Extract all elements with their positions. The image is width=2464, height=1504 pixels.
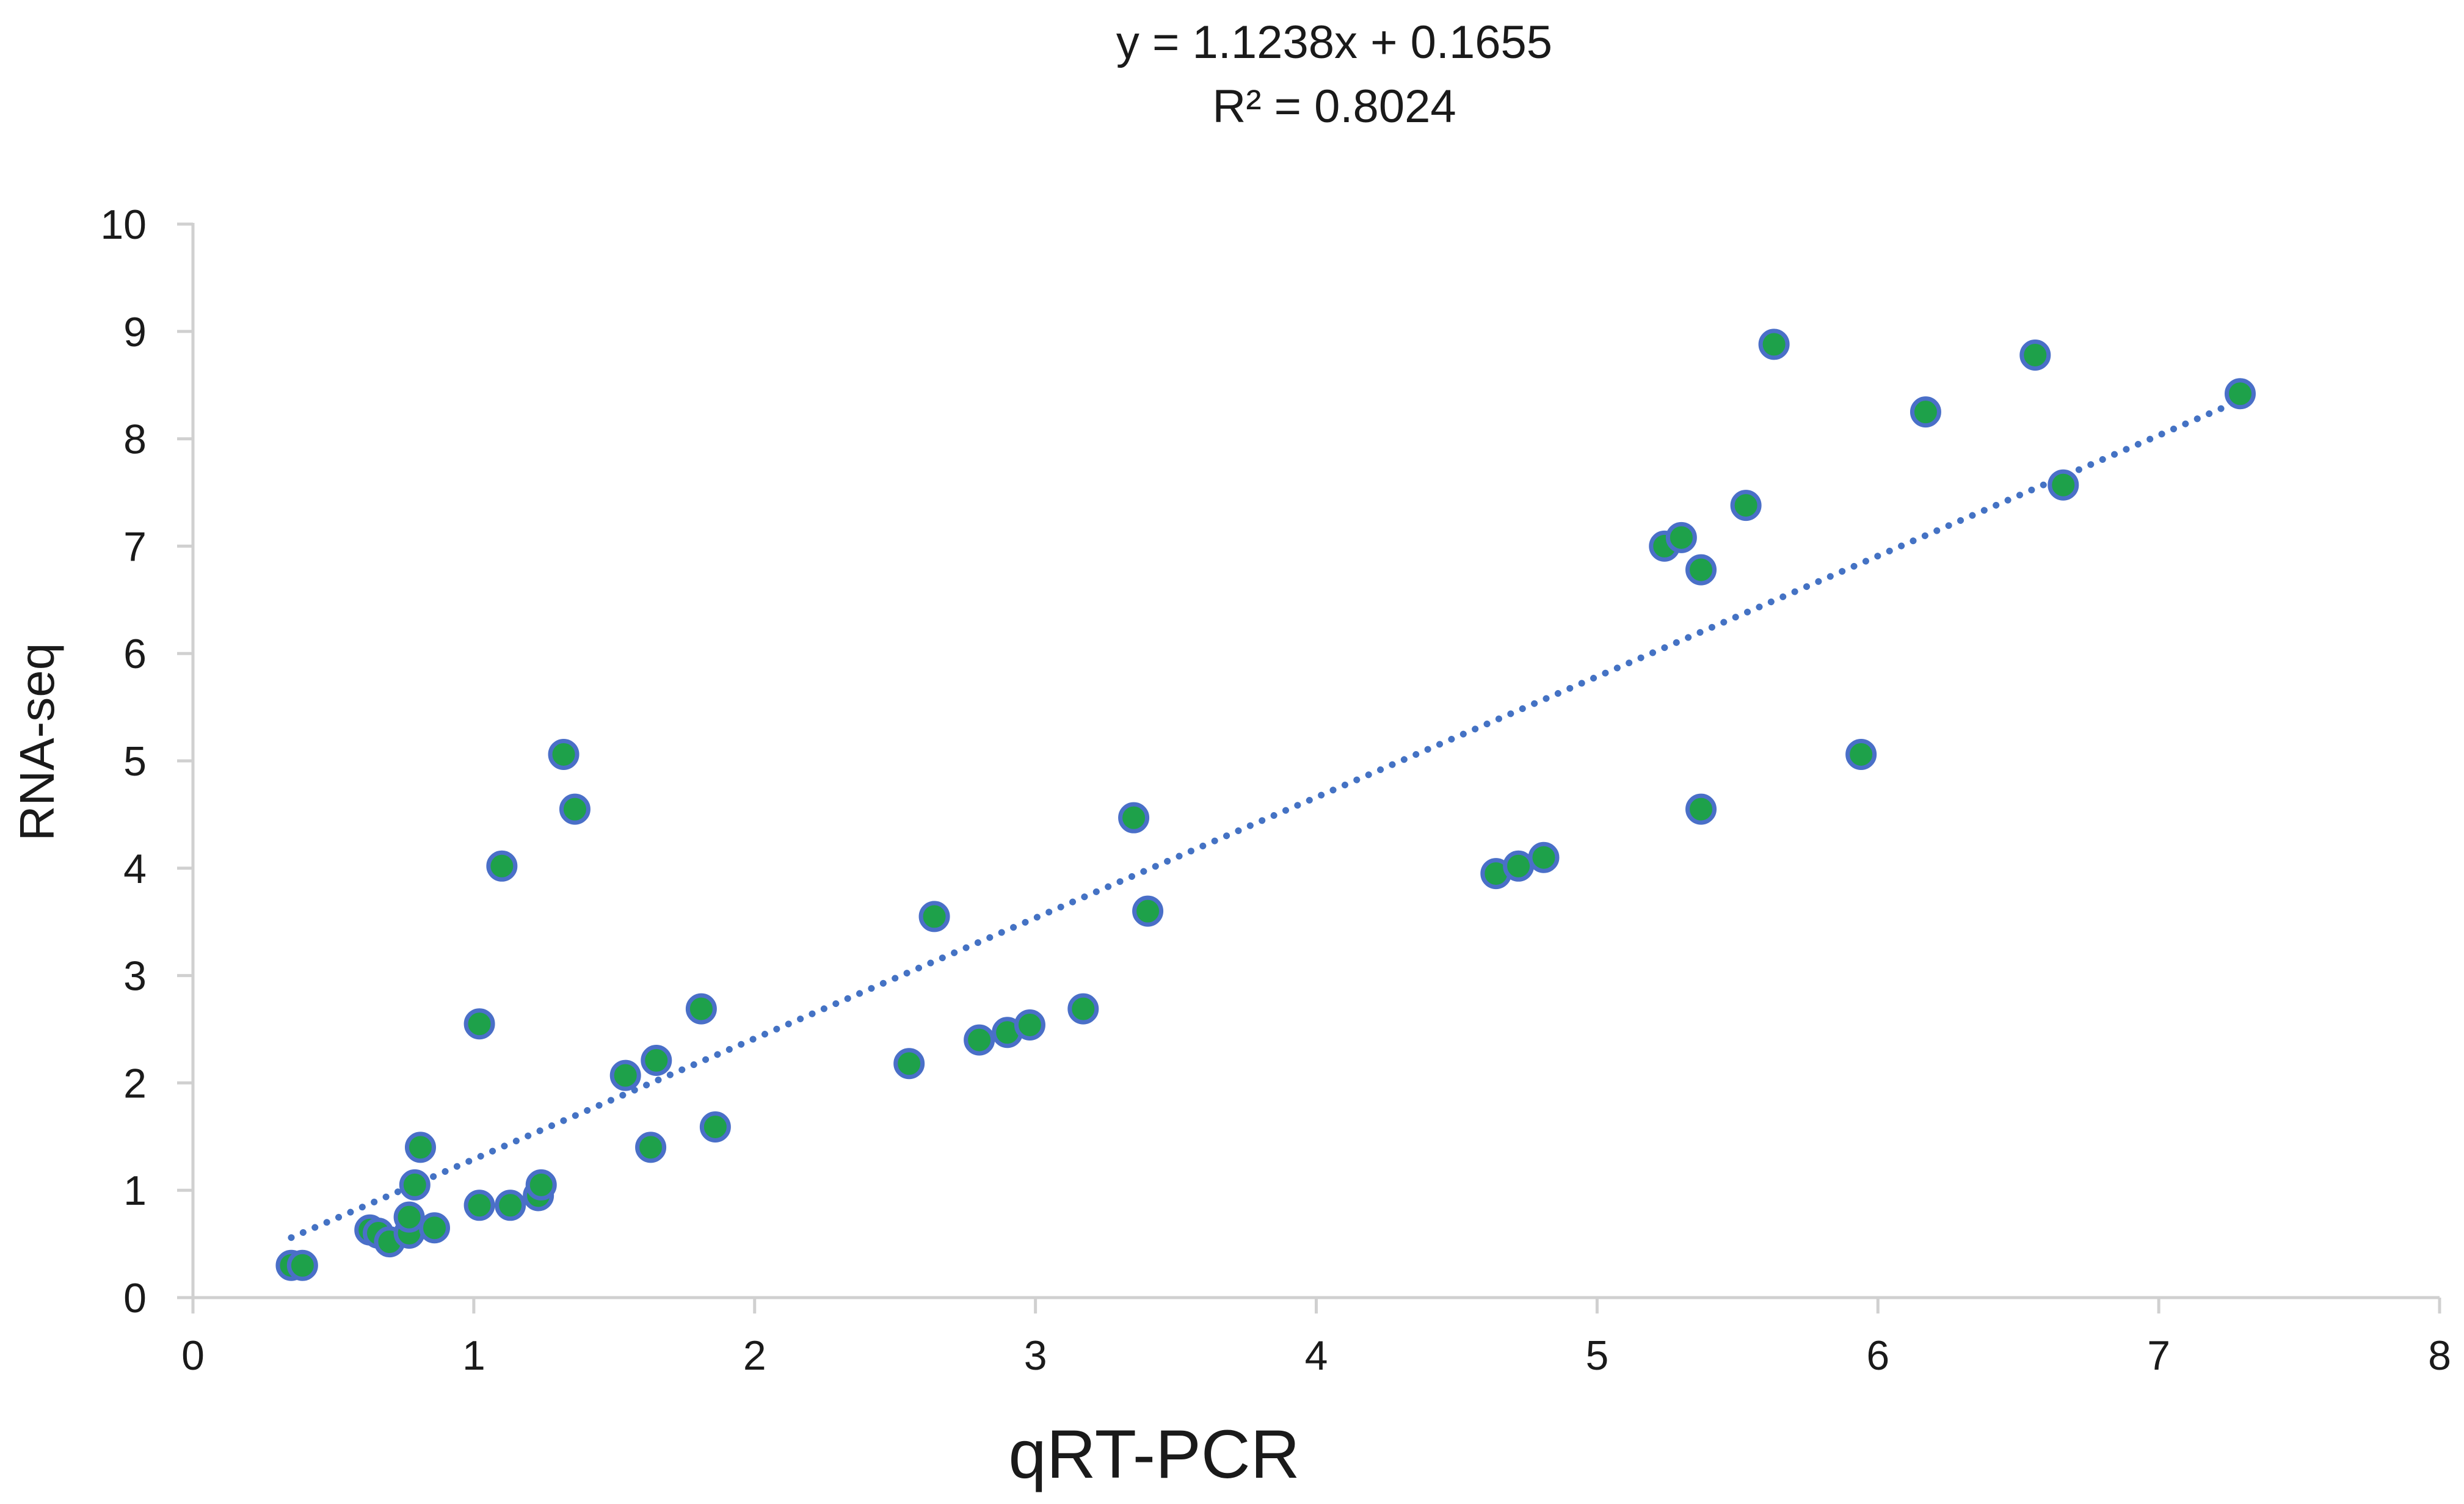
data-point	[1910, 396, 1941, 428]
data-points	[275, 329, 2256, 1281]
y-tick-label: 10	[100, 202, 147, 248]
data-point	[548, 738, 580, 770]
y-tick-label: 0	[123, 1275, 147, 1321]
x-tick-label: 0	[181, 1332, 205, 1379]
x-axis-title: qRT-PCR	[1008, 1416, 1299, 1492]
data-point	[404, 1132, 436, 1163]
y-tick-label: 5	[123, 738, 147, 785]
data-point	[2224, 378, 2256, 410]
x-tick-label: 4	[1305, 1332, 1328, 1379]
data-point	[2019, 339, 2051, 371]
data-point	[1685, 793, 1717, 825]
data-point	[685, 993, 717, 1025]
data-point	[418, 1212, 450, 1244]
data-point	[486, 850, 518, 882]
data-point	[1685, 554, 1717, 586]
data-point	[2048, 469, 2079, 501]
data-point	[1845, 738, 1877, 770]
data-point	[1067, 993, 1099, 1025]
data-point	[641, 1044, 672, 1076]
r-squared-label: R² = 0.8024	[1212, 81, 1456, 133]
data-point	[1665, 521, 1697, 553]
data-point	[893, 1048, 925, 1080]
data-point	[1528, 841, 1560, 873]
y-tick-label: 2	[123, 1060, 147, 1106]
data-point	[286, 1249, 318, 1281]
data-point	[1758, 329, 1790, 360]
x-tick-label: 3	[1024, 1332, 1047, 1379]
data-point	[1118, 802, 1150, 834]
x-tick-label: 6	[1866, 1332, 1889, 1379]
x-tick-label: 8	[2428, 1332, 2451, 1379]
y-tick-label: 9	[123, 309, 147, 355]
data-point	[918, 901, 950, 932]
data-point	[525, 1169, 557, 1201]
y-tick-label: 8	[123, 416, 147, 463]
data-point	[393, 1201, 425, 1233]
x-tick-label: 2	[743, 1332, 766, 1379]
data-point	[964, 1024, 995, 1056]
data-point	[609, 1059, 641, 1091]
x-tick-label: 7	[2147, 1332, 2170, 1379]
y-axis-title: RNA-seq	[10, 643, 64, 841]
x-tick-label: 1	[462, 1332, 485, 1379]
data-point	[495, 1190, 526, 1221]
data-point	[1730, 490, 1762, 521]
data-point	[1132, 895, 1164, 927]
trendline-equation: y = 1.1238x + 0.1655	[1116, 16, 1552, 68]
data-point	[1014, 1009, 1045, 1041]
data-point	[399, 1169, 431, 1201]
tick-marks: 0 1 2 3 4 5 6 7 8 9 10 0 1 2 3 4 5 6 7 8	[100, 202, 2451, 1379]
y-tick-label: 1	[123, 1168, 147, 1214]
x-tick-label: 5	[1585, 1332, 1608, 1379]
y-tick-label: 6	[123, 631, 147, 677]
data-point	[699, 1111, 731, 1143]
y-tick-label: 7	[123, 523, 147, 570]
data-point	[635, 1132, 667, 1163]
y-tick-label: 3	[123, 953, 147, 1000]
data-point	[1503, 850, 1535, 882]
y-tick-label: 4	[123, 846, 147, 892]
data-point	[463, 1008, 495, 1040]
data-point	[463, 1190, 495, 1221]
data-point	[559, 793, 591, 825]
